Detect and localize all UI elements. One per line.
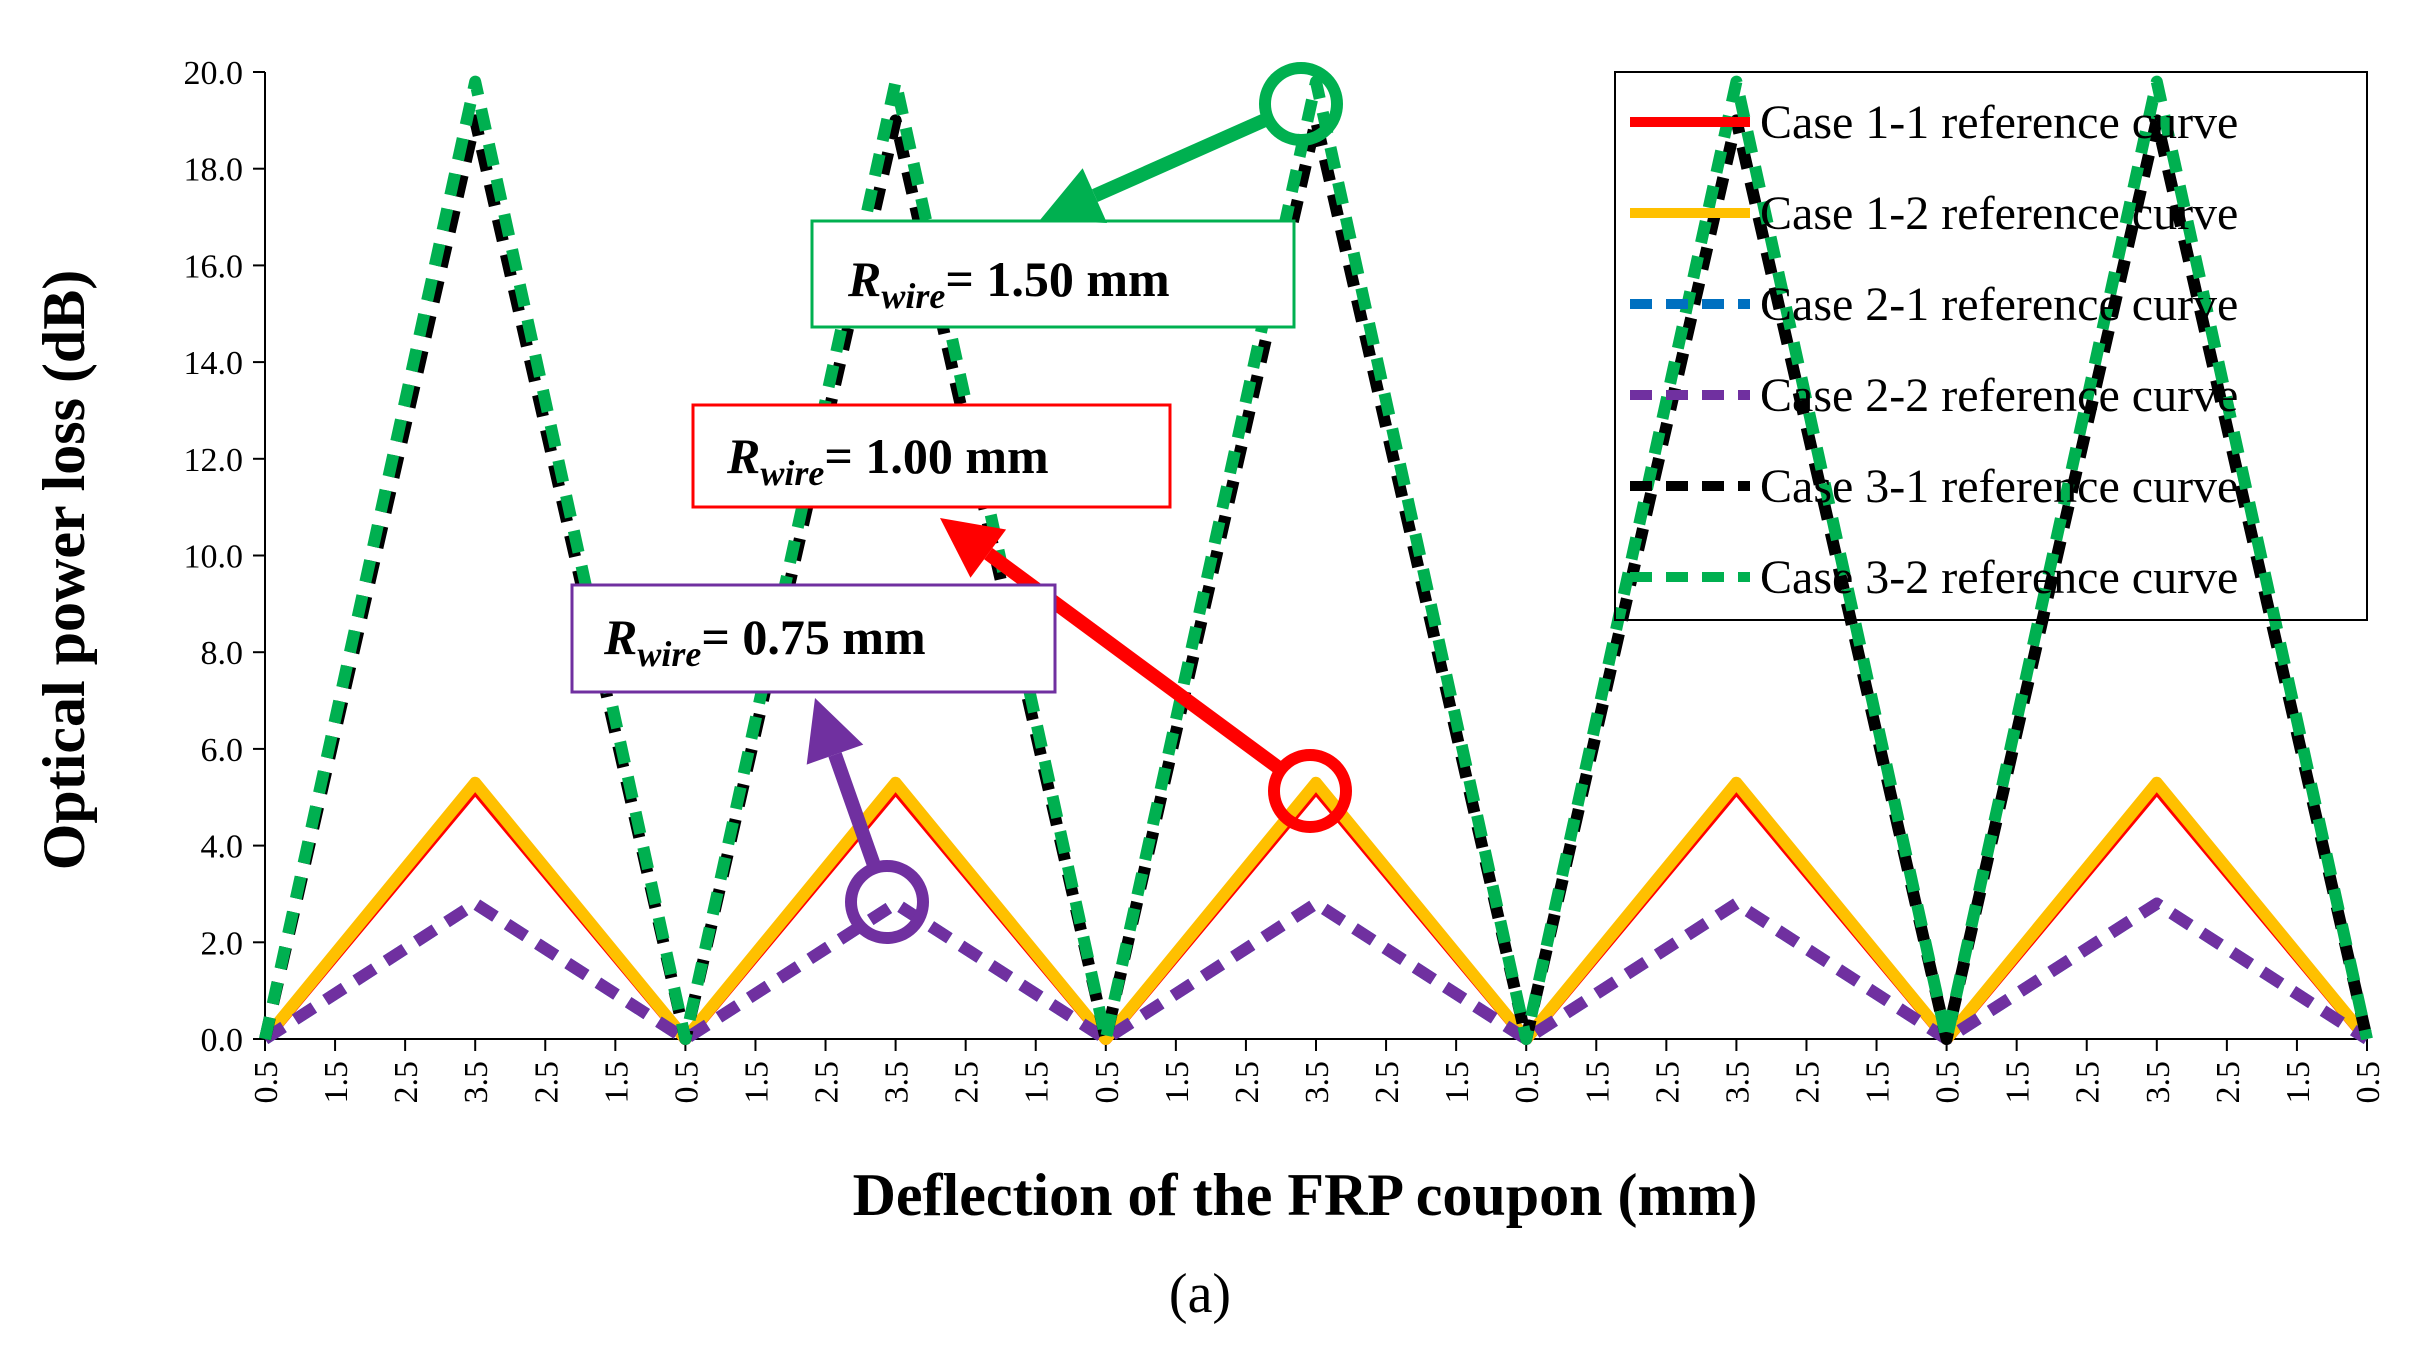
x-tick-label: 1.5 [2280, 1061, 2317, 1104]
y-tick-label: 0.0 [201, 1022, 244, 1059]
y-tick-label: 20.0 [184, 55, 244, 92]
x-tick-label: 2.5 [949, 1061, 986, 1104]
axes-layer: 0.0 2.0 4.0 6.0 8.0 10.0 12.0 14.0 16.0 18.0 20.0 0… [184, 55, 2388, 1104]
x-tick-label: 0.5 [668, 1061, 705, 1104]
annotation-arrow [828, 752, 881, 867]
annotation-box [810, 219, 1296, 329]
x-tick-label: 0.5 [1509, 1061, 1546, 1104]
annotation-arrowhead [806, 698, 864, 765]
x-axis-title: Deflection of the FRP coupon (mm) [853, 1162, 1758, 1228]
legend-label: Case 3-2 reference curve [1760, 551, 2238, 604]
x-tick-label: 1.5 [1439, 1061, 1476, 1104]
x-tick-label: 2.5 [528, 1061, 565, 1104]
x-tick-label: 3.5 [879, 1061, 916, 1104]
highlight-circle [845, 860, 929, 944]
x-tick-label: 3.5 [1719, 1061, 1756, 1104]
series-layer [259, 75, 2373, 1045]
annotation-layer: Rwire= 1.50 mm Rwire= 1.00 mm Rwire= 0.75 … [570, 62, 1352, 944]
annotation-label: Rwire= 0.75 mm [603, 609, 926, 674]
x-tick-label: 2.5 [1649, 1061, 1686, 1104]
series-line [260, 776, 2372, 1045]
annotation-arrow [1091, 113, 1268, 203]
x-tick-label: 3.5 [1299, 1061, 1336, 1104]
x-tick-label: 1.5 [1159, 1061, 1196, 1104]
x-tick-label: 2.5 [2210, 1061, 2247, 1104]
series-line [259, 75, 2373, 1045]
y-tick-label: 18.0 [184, 152, 244, 189]
annotation-label: Rwire= 1.50 mm [847, 251, 1170, 316]
annotation-arrowhead [940, 518, 1007, 578]
x-tick-label: 1.5 [1019, 1061, 1056, 1104]
y-tick-label: 4.0 [201, 829, 244, 866]
highlight-circle [1268, 749, 1352, 833]
legend-label: Case 2-2 reference curve [1760, 369, 2238, 422]
highlight-circle [1259, 62, 1343, 146]
x-tick-label: 0.5 [1930, 1061, 1967, 1104]
x-tick-label: 1.5 [1579, 1061, 1616, 1104]
x-tick-label: 0.5 [1089, 1061, 1126, 1104]
x-tick-label: 2.5 [1369, 1061, 1406, 1104]
x-tick-label: 2.5 [1789, 1061, 1826, 1104]
series-line [261, 897, 2371, 1045]
figure-caption: (a) [1169, 1263, 1231, 1325]
legend-label: Case 1-1 reference curve [1760, 96, 2238, 149]
y-tick-label: 16.0 [184, 248, 244, 285]
x-tick-label: 3.5 [2140, 1061, 2177, 1104]
y-tick-label: 12.0 [184, 442, 244, 479]
legend: Case 1-1 reference curve Case 1-2 referen… [1614, 71, 2368, 621]
x-tick-label: 2.5 [2070, 1061, 2107, 1104]
legend-label: Case 3-1 reference curve [1760, 460, 2238, 513]
legend-label: Case 1-2 reference curve [1760, 187, 2238, 240]
x-tick-label: 0.5 [248, 1061, 285, 1104]
x-tick-label: 3.5 [458, 1061, 495, 1104]
x-tick-label: 1.5 [2000, 1061, 2037, 1104]
y-tick-label: 8.0 [201, 635, 244, 672]
y-tick-label: 6.0 [201, 732, 244, 769]
annotation-arrowhead [1040, 168, 1108, 224]
y-tick-label: 2.0 [201, 925, 244, 962]
y-axis-title: Optical power loss (dB) [31, 270, 97, 871]
x-tick-label: 2.5 [809, 1061, 846, 1104]
y-tick-label: 14.0 [184, 345, 244, 382]
x-tick-label: 1.5 [1860, 1061, 1897, 1104]
legend-box [1614, 71, 2368, 621]
x-tick-label: 0.5 [2350, 1061, 2387, 1104]
x-tick-label: 2.5 [1229, 1061, 1266, 1104]
annotation-label: Rwire= 1.00 mm [726, 428, 1049, 493]
x-tick-label: 1.5 [318, 1061, 355, 1104]
x-tick-label: 1.5 [738, 1061, 775, 1104]
x-tick-label: 2.5 [388, 1061, 425, 1104]
x-tick-label: 1.5 [598, 1061, 635, 1104]
legend-label: Case 2-1 reference curve [1760, 278, 2238, 331]
annotation-box [691, 403, 1172, 509]
y-tick-label: 10.0 [184, 539, 244, 576]
annotation-box [570, 583, 1057, 694]
